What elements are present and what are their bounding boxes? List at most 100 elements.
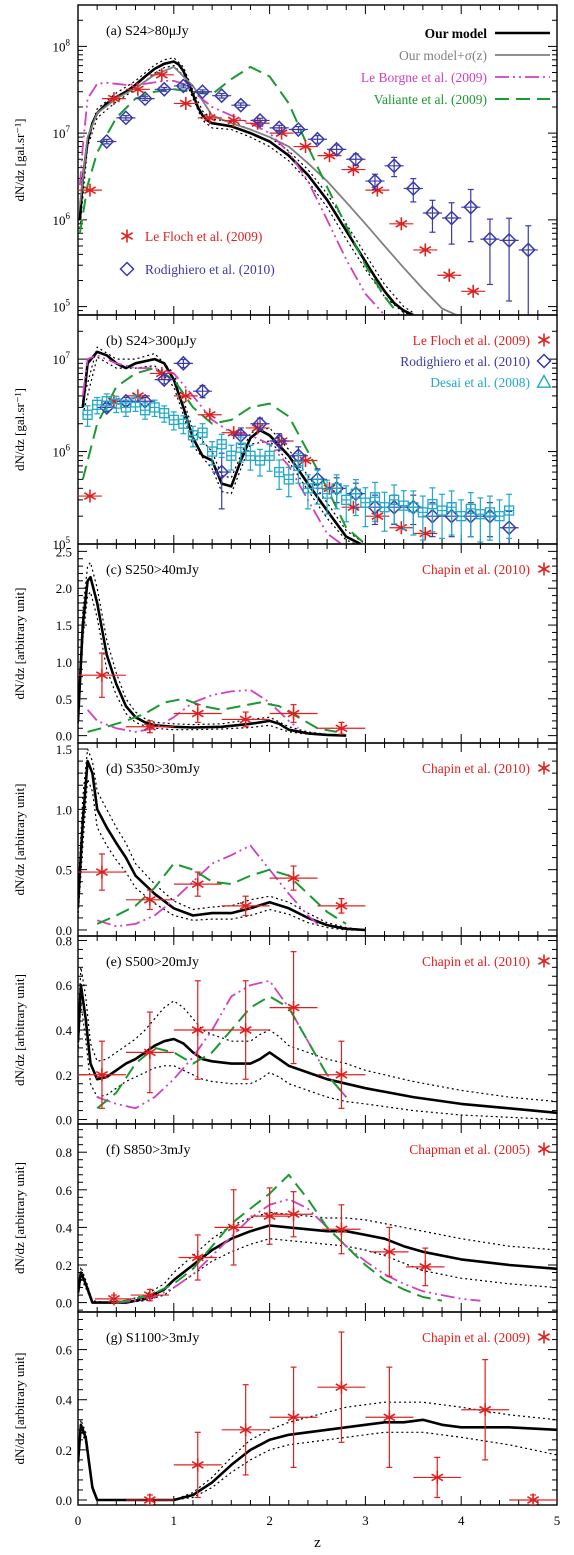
plot-frame [77, 1311, 558, 1506]
data-point [178, 418, 189, 429]
data-point-stroke [239, 1026, 252, 1034]
data-point [159, 408, 170, 419]
data-point-stroke [287, 1003, 300, 1012]
y-tick-base: 10 [53, 300, 66, 315]
data-point [321, 488, 333, 499]
legend-entry-label: Rodighiero et al. (2010) [145, 262, 275, 277]
x-tick-label: 1 [171, 1513, 178, 1528]
data-point [405, 180, 421, 197]
data-point-stroke [83, 492, 97, 501]
series-line-model [78, 759, 366, 932]
data-point-stroke [227, 1223, 240, 1232]
y-tick-label: 0.6 [56, 1183, 73, 1198]
y-tick-label: 106 [53, 211, 71, 228]
data-point [203, 111, 216, 125]
series-line-model-uncertainty [79, 64, 414, 315]
legend-marker [537, 761, 551, 775]
y-axis-label: dN/dz [gal.sr⁻¹] [12, 388, 27, 471]
data-point [463, 199, 479, 215]
y-tick-base: 10 [53, 213, 66, 228]
data-point [175, 78, 191, 94]
y-tick-label: 0.4 [56, 1393, 73, 1408]
data-point-stroke [179, 391, 192, 400]
data-point [83, 489, 97, 503]
series-line-model-uncertainty [78, 778, 366, 931]
plot-area [78, 57, 538, 315]
data-point [194, 84, 211, 100]
y-tick-label: 0.4 [56, 1220, 73, 1235]
data-point [235, 442, 247, 453]
data-point [335, 1068, 348, 1082]
data-point [131, 82, 144, 96]
legend-marker-stroke [120, 232, 134, 240]
legend-marker [119, 261, 135, 277]
y-axis-label: dN/dz [arbitrary unit] [12, 1353, 27, 1465]
legend-marker-stroke [537, 957, 551, 965]
y-axis-label: dN/dz [arbitrary unit] [12, 1162, 27, 1274]
series-line-model-uncertainty [82, 356, 357, 544]
data-point-stroke [191, 709, 204, 718]
data-point [465, 503, 476, 515]
panel-e: 0.0 0.2 0.4 0.6 0.8 dN/dz [arbitrary unit] (e)… [12, 933, 558, 1128]
data-point [274, 466, 285, 478]
data-point-stroke [479, 1405, 492, 1414]
data-point-stroke [95, 671, 108, 680]
series-line-leborgne [96, 979, 347, 1110]
series-line-model-uncertainty [78, 1238, 557, 1304]
data-series-red_data [78, 652, 366, 735]
data-point-stroke [431, 1473, 444, 1482]
legend-marker-stroke [537, 1145, 551, 1153]
data-point-stroke [107, 94, 120, 103]
data-point [419, 1260, 432, 1274]
data-point [239, 1023, 252, 1037]
data-point [95, 668, 108, 682]
data-point-stroke [143, 1291, 156, 1300]
data-point-stroke [383, 1247, 396, 1256]
y-axis-label: dN/dz [arbitrary unit] [12, 588, 27, 700]
y-tick-label: 0.0 [56, 729, 72, 744]
y-tick-exponent: 6 [66, 211, 71, 221]
data-point [252, 112, 268, 129]
x-tick-label: 0 [75, 1513, 82, 1528]
panel-title: (b) S24>300μJy [106, 334, 196, 349]
y-tick-label: 107 [53, 124, 71, 141]
y-tick-label: 1.0 [56, 802, 72, 817]
data-point [191, 877, 204, 891]
y-tick-label: 0.2 [56, 1443, 72, 1458]
series-line-model-uncertainty [78, 561, 337, 737]
data-point [501, 232, 517, 248]
data-point [99, 133, 115, 150]
data-point [503, 505, 515, 516]
data-point [369, 492, 381, 503]
y-tick-label: 0.4 [56, 1023, 73, 1038]
data-point [239, 712, 252, 726]
data-point-stroke [383, 1413, 396, 1422]
data-point [287, 707, 300, 721]
legend-marker-stroke [537, 764, 551, 772]
data-point [287, 1207, 300, 1221]
data-point [335, 899, 348, 913]
y-tick-label: 105 [53, 535, 71, 552]
data-point [214, 88, 230, 104]
data-point [287, 871, 300, 885]
data-series-blue_data [97, 78, 538, 315]
data-point-stroke [371, 512, 384, 521]
data-point [341, 494, 352, 506]
data-point [417, 507, 429, 518]
legend-marker [537, 954, 551, 968]
plot-area [78, 561, 366, 737]
y-tick-label: 0.0 [56, 1493, 72, 1508]
data-point [252, 416, 268, 432]
data-point [386, 158, 402, 174]
data-point-stroke [131, 85, 144, 94]
panel-f: 0.0 0.2 0.4 0.6 0.8 dN/dz [arbitrary unit] (f)… [12, 1123, 558, 1313]
data-point [233, 97, 249, 113]
data-point-stroke [263, 1212, 276, 1221]
data-point [443, 268, 456, 282]
data-point [155, 68, 168, 82]
y-tick-label: 2.0 [56, 581, 72, 596]
data-point-stroke [287, 709, 300, 718]
data-point [149, 402, 160, 413]
data-point [271, 433, 287, 449]
data-point [395, 217, 408, 231]
